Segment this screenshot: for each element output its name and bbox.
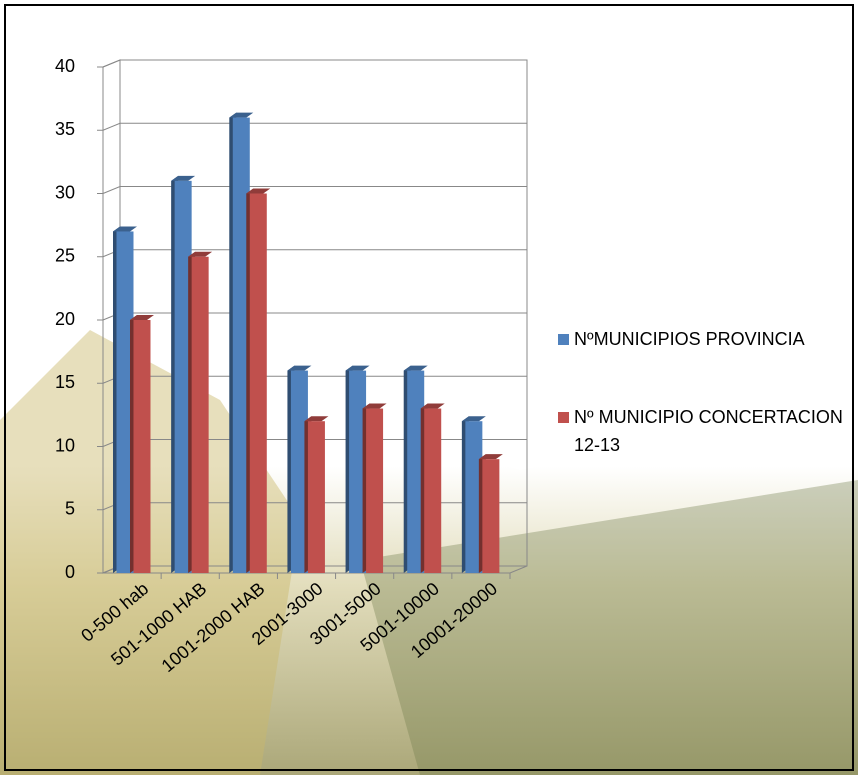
- grid-line: [102, 122, 527, 131]
- y-tick-label: 5: [65, 499, 75, 519]
- bar: [174, 180, 192, 573]
- legend-swatch: [558, 334, 569, 345]
- bar: [249, 193, 267, 573]
- legend-item: NºMUNICIPIOS PROVINCIA: [558, 325, 844, 353]
- bar-top: [246, 188, 271, 194]
- bar-top: [478, 454, 503, 460]
- bar-top: [188, 251, 213, 257]
- y-tick-label: 25: [55, 246, 75, 266]
- bar-top: [113, 226, 137, 232]
- bar-top: [287, 365, 312, 371]
- bar: [290, 370, 308, 573]
- bar-top: [461, 416, 486, 422]
- bar-top: [130, 315, 154, 320]
- bar-top: [229, 112, 254, 118]
- y-tick-label: 10: [55, 435, 75, 455]
- legend-label: Nº MUNICIPIO CONCERTACION 12-13: [574, 407, 843, 455]
- bar: [465, 421, 483, 573]
- grid-line: [102, 59, 527, 68]
- bar: [407, 370, 425, 573]
- bar: [424, 408, 442, 573]
- bar: [116, 231, 134, 573]
- grid-line: [102, 186, 527, 194]
- bar-top: [345, 365, 370, 371]
- bar: [191, 256, 209, 573]
- bar: [366, 408, 384, 573]
- bar: [232, 117, 250, 573]
- legend-item: Nº MUNICIPIO CONCERTACION 12-13: [558, 403, 844, 459]
- bar: [133, 320, 151, 573]
- bar: [482, 459, 500, 573]
- y-tick-label: 20: [55, 309, 75, 329]
- legend-swatch: [558, 412, 569, 423]
- bar: [307, 421, 325, 573]
- y-tick-label: 15: [55, 372, 75, 392]
- bar-top: [171, 175, 196, 181]
- y-tick-label: 30: [55, 182, 75, 202]
- bar-top: [403, 365, 428, 371]
- bar-top: [304, 416, 329, 422]
- legend-label: NºMUNICIPIOS PROVINCIA: [574, 329, 805, 349]
- y-tick-label: 0: [65, 562, 75, 582]
- y-tick-label: 35: [55, 119, 75, 139]
- chart-border: [4, 4, 854, 771]
- bar-top: [362, 403, 387, 409]
- bar-top: [420, 403, 445, 409]
- y-tick-label: 40: [55, 56, 75, 76]
- bar: [349, 370, 367, 573]
